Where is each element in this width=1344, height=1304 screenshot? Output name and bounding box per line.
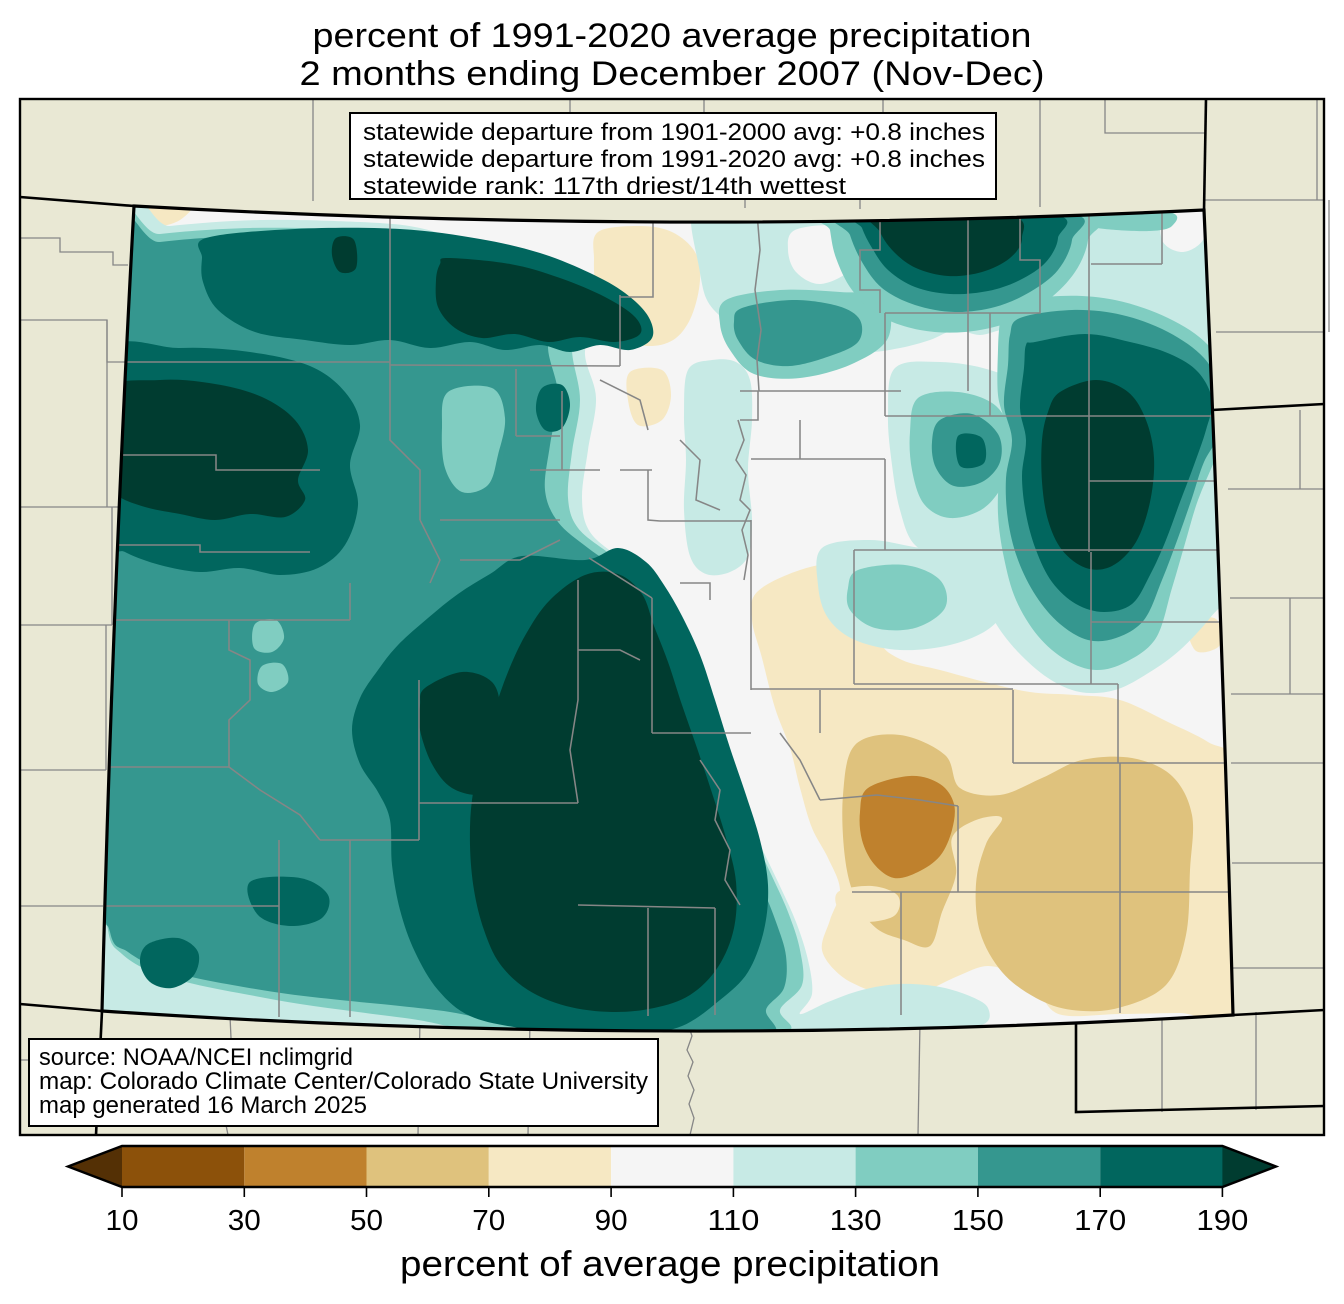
- svg-text:190: 190: [1196, 1205, 1248, 1237]
- svg-text:50: 50: [350, 1205, 383, 1237]
- svg-text:30: 30: [228, 1205, 261, 1237]
- svg-text:70: 70: [472, 1205, 505, 1237]
- svg-text:map: Colorado Climate Center/C: map: Colorado Climate Center/Colorado St…: [39, 1068, 648, 1095]
- svg-text:10: 10: [106, 1205, 139, 1237]
- svg-text:statewide departure from 1901-: statewide departure from 1901-2000 avg: …: [363, 119, 985, 146]
- svg-text:map generated 16 March 2025: map generated 16 March 2025: [39, 1092, 367, 1119]
- svg-text:130: 130: [830, 1205, 882, 1237]
- svg-text:110: 110: [707, 1205, 759, 1237]
- svg-text:170: 170: [1074, 1205, 1126, 1237]
- svg-text:statewide departure from 1991-: statewide departure from 1991-2020 avg: …: [363, 146, 985, 173]
- svg-text:150: 150: [952, 1205, 1004, 1237]
- svg-text:percent of 1991-2020 average p: percent of 1991-2020 average precipitati…: [313, 17, 1032, 55]
- svg-text:source: NOAA/NCEI nclimgrid: source: NOAA/NCEI nclimgrid: [39, 1044, 353, 1071]
- svg-text:90: 90: [595, 1205, 628, 1237]
- svg-text:2 months ending December 2007: 2 months ending December 2007 (Nov-Dec): [300, 55, 1045, 93]
- svg-text:statewide rank: 117th driest/1: statewide rank: 117th driest/14th wettes…: [363, 173, 846, 200]
- svg-text:percent of average precipitati: percent of average precipitation: [400, 1243, 940, 1284]
